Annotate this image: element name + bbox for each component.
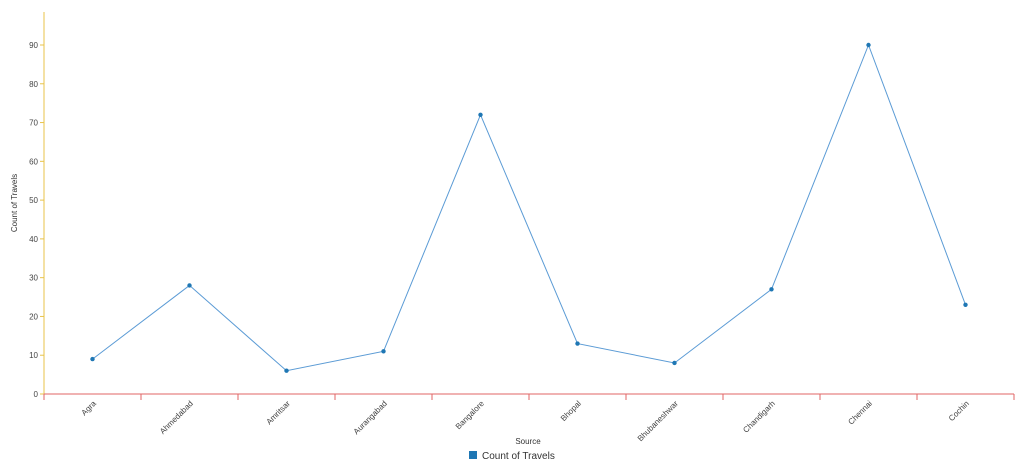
x-tick-label: Agra	[80, 399, 99, 418]
y-tick-label: 40	[29, 235, 38, 244]
x-tick-label: Ahmedabad	[158, 399, 195, 436]
y-tick-label: 0	[34, 390, 39, 399]
legend-swatch	[469, 451, 477, 459]
data-point[interactable]	[90, 356, 95, 362]
x-tick-label: Bhopal	[559, 399, 583, 423]
data-point[interactable]	[187, 283, 192, 288]
y-tick-label: 30	[29, 274, 38, 283]
y-tick-label: 80	[29, 80, 38, 89]
x-tick-label: Bangalore	[454, 399, 487, 432]
x-tick-label: Chandigarh	[741, 399, 777, 435]
data-point[interactable]	[478, 112, 483, 118]
data-point[interactable]	[284, 368, 289, 373]
y-tick-label: 50	[29, 196, 38, 205]
y-tick-label: 70	[29, 119, 38, 128]
series-line	[92, 43, 966, 372]
x-tick-label: Amritsar	[264, 399, 292, 427]
x-tick-label: Aurangabad	[352, 399, 389, 436]
series-count-of-travels	[90, 42, 968, 373]
y-tick-label: 10	[29, 351, 38, 360]
data-point[interactable]	[381, 349, 386, 354]
y-axis-title: Count of Travels	[10, 174, 19, 232]
x-tick-label: Bhubaneshwar	[636, 399, 680, 443]
legend-label: Count of Travels	[482, 451, 555, 462]
data-point[interactable]	[672, 360, 677, 366]
x-axis: Agra Ahmedabad Amritsar Aurangabad Bangalore…	[43, 393, 1015, 443]
data-point[interactable]	[575, 341, 580, 346]
y-tick-label: 90	[29, 41, 38, 50]
y-axis: 0 10 20 30 40 50 60 70 80 90	[29, 12, 45, 399]
x-axis-title: Source	[515, 437, 541, 446]
y-tick-label: 60	[29, 157, 38, 166]
legend[interactable]: Count of Travels	[469, 451, 555, 462]
x-tick-label: Cochin	[947, 399, 971, 423]
y-tick-label: 20	[29, 312, 38, 321]
data-point[interactable]	[963, 302, 968, 308]
x-tick-label: Chennai	[846, 399, 874, 427]
data-point[interactable]	[769, 287, 774, 292]
data-point[interactable]	[866, 42, 871, 48]
